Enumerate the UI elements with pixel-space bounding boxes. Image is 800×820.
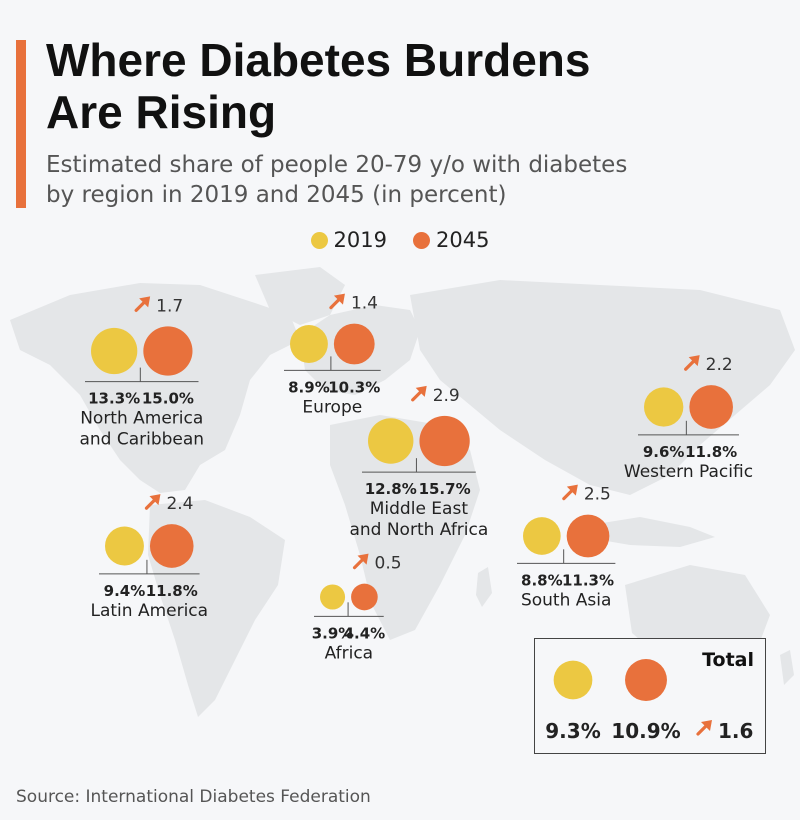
- total-value-2045: 10.9%: [611, 719, 680, 743]
- value-label-2019: 13.3%: [88, 390, 140, 408]
- title-line-2: Are Rising: [46, 86, 277, 138]
- bubble-2019: [290, 325, 328, 363]
- legend-label-2019: 2019: [333, 228, 387, 252]
- value-label-2045: 15.7%: [419, 480, 471, 498]
- value-label-2019: 12.8%: [365, 480, 417, 498]
- legend-item-2019: 2019: [310, 228, 387, 252]
- bubble-2019: [644, 387, 684, 427]
- total-title: Total: [702, 649, 754, 671]
- bubble-2045: [566, 514, 610, 558]
- value-label-2045: 11.8%: [685, 443, 737, 461]
- total-change-arrow-icon: [696, 720, 712, 736]
- bubble-2019: [523, 517, 561, 555]
- change-arrow-icon: [352, 553, 369, 570]
- region-south-asia: 8.8% 11.3%South Asia 2.5: [517, 484, 616, 610]
- legend-dot-2019: [310, 231, 328, 249]
- region-western-pacific: 9.6% 11.8%Western Pacific 2.2: [624, 355, 753, 482]
- region-africa: 3.9%4.4%Africa 0.5: [312, 553, 402, 663]
- bubble-2019: [320, 584, 346, 610]
- region-europe: 8.9%10.3%Europe 1.4: [284, 293, 381, 417]
- bubble-2045: [149, 524, 194, 568]
- value-label-2019: 8.8%: [521, 571, 563, 589]
- legend: 2019 2045: [0, 228, 800, 252]
- region-name: North America: [80, 409, 203, 429]
- source-note: Source: International Diabetes Federatio…: [16, 787, 371, 807]
- region-name: and North Africa: [349, 520, 488, 540]
- accent-bar: [16, 40, 26, 208]
- total-value-2019: 9.3%: [545, 719, 600, 743]
- legend-dot-2045: [413, 231, 430, 249]
- change-label: 0.5: [375, 554, 402, 574]
- region-name: South Asia: [521, 590, 611, 610]
- bubble-2045: [143, 326, 193, 376]
- bubble-2045: [419, 415, 470, 467]
- change-arrow-icon: [684, 355, 700, 371]
- change-arrow-icon: [134, 296, 151, 313]
- value-label-2045: 11.3%: [562, 571, 614, 589]
- bubble-2019: [368, 418, 414, 464]
- region-name: Western Pacific: [624, 462, 753, 482]
- value-label-2019: 8.9%: [288, 378, 330, 396]
- bubble-2045: [333, 323, 375, 365]
- value-label-2045: 11.8%: [146, 582, 198, 600]
- value-label-2045: 15.0%: [142, 390, 194, 408]
- change-label: 2.2: [706, 355, 733, 375]
- chart-title: Where Diabetes Burdens Are Rising: [46, 34, 746, 138]
- region-name: Africa: [325, 643, 374, 663]
- bubble-2019: [91, 327, 138, 375]
- legend-item-2045: 2045: [413, 228, 489, 252]
- subtitle-line-1: Estimated share of people 20-79 y/o with…: [46, 152, 628, 178]
- value-label-2045: 4.4%: [344, 624, 386, 642]
- total-bubble-2019: [553, 660, 593, 700]
- bubble-2045: [689, 385, 733, 429]
- region-name: and Caribbean: [79, 430, 204, 450]
- change-arrow-icon: [329, 293, 345, 310]
- chart-subtitle: Estimated share of people 20-79 y/o with…: [46, 150, 766, 210]
- total-change-label: 1.6: [718, 719, 753, 743]
- change-label: 1.4: [351, 294, 378, 314]
- change-arrow-icon: [144, 494, 161, 510]
- total-panel: Total 9.3% 10.9% 1.6: [545, 649, 754, 743]
- subtitle-line-2: by region in 2019 and 2045 (in percent): [46, 182, 507, 208]
- change-label: 2.5: [584, 485, 611, 505]
- world-map-background: [10, 267, 795, 717]
- change-label: 2.4: [166, 494, 193, 514]
- value-label-2019: 3.9%: [312, 624, 354, 642]
- value-label-2045: 10.3%: [328, 378, 380, 396]
- bubble-2045: [351, 583, 378, 611]
- title-line-1: Where Diabetes Burdens: [46, 34, 591, 86]
- change-arrow-icon: [562, 484, 578, 501]
- region-name: Latin America: [90, 601, 208, 621]
- change-label: 1.7: [156, 296, 183, 316]
- region-name: Europe: [302, 397, 362, 417]
- bubble-2019: [105, 526, 144, 566]
- value-label-2019: 9.4%: [104, 582, 146, 600]
- value-label-2019: 9.6%: [643, 443, 685, 461]
- region-name: Middle East: [370, 499, 469, 519]
- region-latin-america: 9.4% 11.8%Latin America 2.4: [90, 494, 208, 621]
- change-label: 2.9: [433, 386, 460, 406]
- legend-label-2045: 2045: [436, 228, 490, 252]
- total-bubble-2045: [625, 659, 667, 701]
- change-arrow-icon: [411, 385, 427, 402]
